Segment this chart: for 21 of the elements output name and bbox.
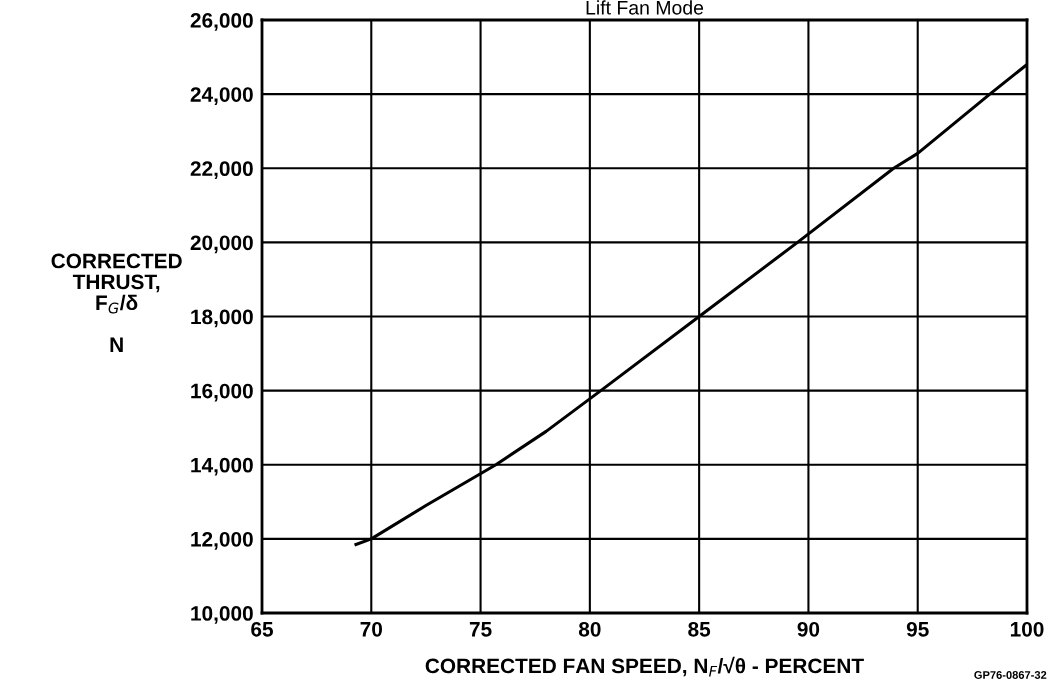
x-tick-label: 90	[797, 621, 820, 637]
y-tick-label: 18,000	[191, 309, 253, 328]
text: GP76-0867-32	[974, 671, 1047, 679]
y-tick-label: 20,000	[190, 235, 253, 254]
y-tick-label: 26,000	[190, 13, 253, 31]
y-tick-label: 22,000	[190, 161, 253, 180]
y-tick-label: 24,000	[190, 87, 253, 105]
text: CORRECTED THRUST, F$_{G}$/δ N	[51, 253, 182, 352]
x-tick-label: 70	[360, 621, 383, 637]
y-tick-label: 10,000	[191, 606, 253, 624]
x-tick-label: 85	[688, 621, 711, 637]
x-tick-label: 75	[469, 622, 492, 637]
chart-title: Lift Fan Mode	[586, 0, 704, 15]
x-tick-label: 80	[578, 621, 601, 637]
x-tick-label: 100	[1010, 621, 1044, 637]
y-tick-label: 12,000	[191, 531, 253, 550]
x-tick-label: 95	[906, 621, 929, 637]
y-tick-label: 14,000	[191, 457, 253, 476]
x-axis-title: CORRECTED FAN SPEED, N$_{F}$/√θ - PERCENT	[425, 656, 864, 677]
y-tick-label: 16,000	[191, 383, 253, 402]
x-tick-label: 65	[251, 621, 274, 637]
